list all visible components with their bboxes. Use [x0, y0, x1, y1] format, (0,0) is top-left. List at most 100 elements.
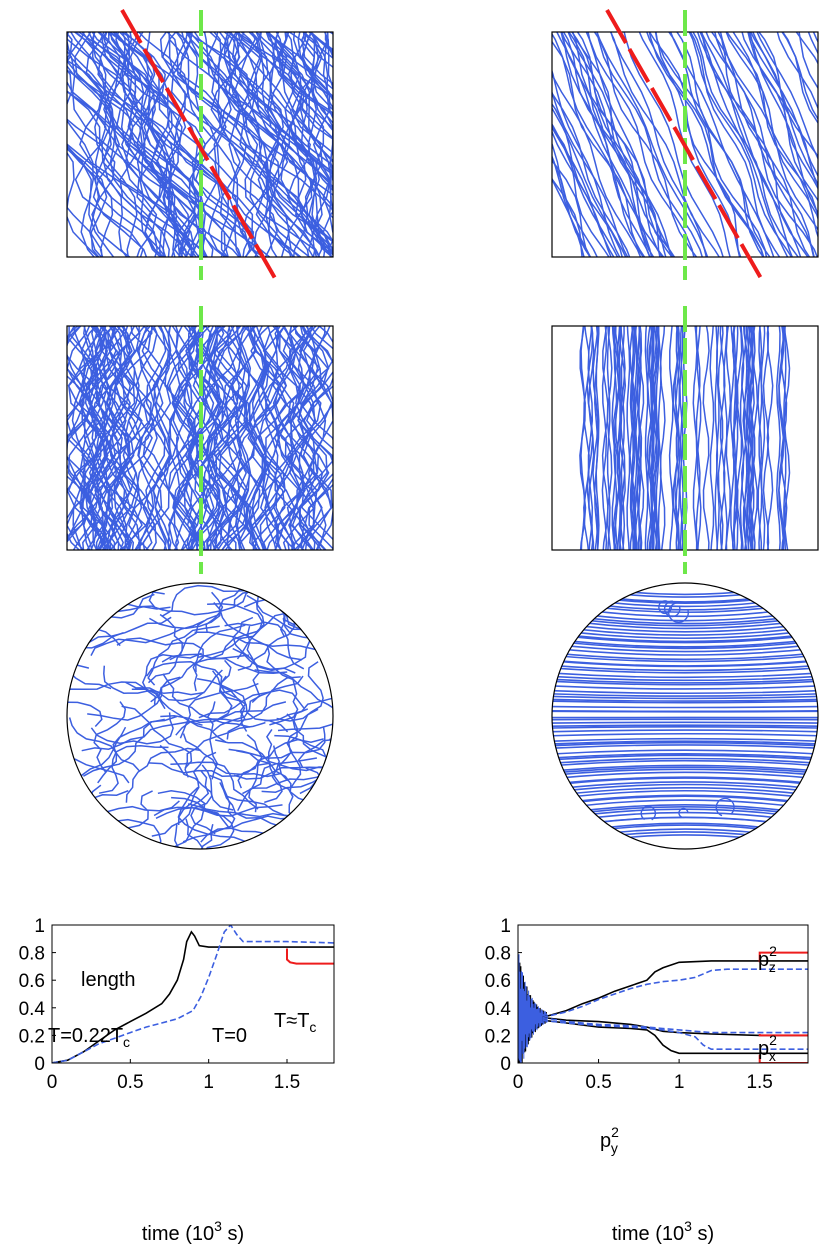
vortex-line: [67, 151, 99, 257]
vortex-line: [725, 32, 818, 221]
vortex-line: [571, 32, 664, 257]
vortex-line: [776, 32, 818, 111]
vortex-line: [205, 583, 259, 633]
chart-momentum-noise: [518, 954, 548, 1063]
vortex-loop: [640, 805, 657, 821]
x-tick-label: 1: [203, 1072, 214, 1093]
chart-momentum-ticks: 0 0.5 1 1.5 0 0.2 0.4 0.6 0.8 1: [485, 916, 773, 1093]
vortex-line: [67, 326, 94, 550]
vortex-line: [552, 771, 818, 780]
vortex-line: [736, 326, 743, 550]
vortex-line: [307, 326, 327, 550]
y-tick-label: 1: [34, 916, 45, 937]
vortex-line: [207, 326, 232, 550]
vortex-line: [217, 32, 292, 257]
vortex-line: [717, 326, 724, 550]
vortex-line: [190, 764, 216, 835]
vortex-line: [131, 688, 227, 744]
vortex-line: [823, 22, 830, 267]
vortex-line: [346, 22, 471, 267]
vortex-line: [162, 673, 250, 728]
vortex-line: [611, 326, 617, 550]
vortex-line: [668, 326, 674, 550]
vortex-line: [255, 32, 333, 163]
vortex-line: [127, 326, 164, 550]
vortex-line: [309, 32, 333, 132]
vortex-line: [610, 32, 708, 257]
vortex-line: [67, 640, 90, 669]
vortex-line: [197, 607, 300, 659]
vortex-line: [601, 326, 608, 550]
vortex-line: [552, 102, 623, 257]
vortex-line: [552, 776, 818, 786]
vortex-line: [318, 784, 333, 814]
vortex-line: [246, 625, 261, 704]
vortex-line: [67, 32, 148, 257]
vortex-line: [552, 757, 818, 765]
vortex-line: [225, 795, 333, 826]
vortex-line: [689, 32, 781, 257]
vortex-line: [322, 32, 333, 102]
vortex-line: [552, 721, 818, 724]
vortex-line: [552, 732, 818, 737]
vortex-line: [552, 695, 818, 700]
vortex-line: [595, 326, 600, 550]
vortex-line: [234, 32, 333, 173]
vortex-line: [552, 766, 818, 775]
vortex-line: [288, 326, 324, 550]
vortex-line: [67, 326, 108, 550]
vortex-line: [552, 740, 818, 745]
panel-disc-right: [551, 582, 819, 850]
vortex-line: [68, 717, 118, 784]
vortex-line: [101, 326, 143, 550]
vortex-line: [159, 744, 234, 811]
annotation-solid-label: T=0.22Tc: [48, 1025, 130, 1050]
vortex-line: [235, 32, 313, 257]
vortex-line: [116, 637, 204, 673]
vortex-line: [286, 713, 302, 790]
vortex-line: [67, 32, 193, 257]
vortex-line: [192, 624, 246, 692]
y-tick-label: 0.6: [19, 971, 45, 992]
vortex-line: [333, 22, 437, 267]
vortex-line: [303, 326, 333, 550]
vortex-line: [552, 700, 818, 704]
vortex-line: [67, 90, 165, 257]
vortex-line: [552, 628, 818, 640]
vortex-line: [327, 593, 333, 662]
vortex-line: [67, 726, 130, 784]
vortex-line: [552, 768, 818, 777]
vortex-line: [282, 586, 326, 640]
vortex-line: [552, 666, 818, 674]
vortex-line: [609, 32, 721, 257]
vortex-line: [757, 326, 763, 550]
vortex-line: [329, 776, 333, 810]
vortex-line: [291, 326, 330, 550]
vortex-line: [323, 583, 333, 613]
vortex-line: [688, 32, 793, 257]
vortex-line: [705, 32, 815, 257]
vortex-line: [633, 326, 638, 550]
vortex-line: [154, 326, 172, 550]
x-tick-label: 0: [47, 1072, 58, 1093]
series-line-solid-py: [542, 1019, 808, 1055]
vortex-line: [169, 591, 224, 661]
vortex-line: [596, 32, 709, 257]
vortex-line: [626, 326, 631, 550]
vortex-line: [612, 326, 621, 550]
vortex-line: [748, 326, 755, 550]
vortex-line: [105, 326, 131, 550]
vortex-line: [91, 326, 124, 550]
chart-momentum: 0 0.5 1 1.5 0 0.2 0.4 0.6 0.8 1 p2 z p2 x p2 y time …: [485, 916, 809, 1245]
vortex-line: [211, 670, 289, 733]
vortex-line: [194, 631, 327, 653]
vortex-line: [659, 326, 666, 550]
vortex-line: [699, 32, 789, 257]
vortex-line: [710, 32, 811, 257]
vortex-line: [227, 32, 333, 190]
vortex-line: [237, 734, 263, 812]
vortex-line: [262, 326, 301, 550]
vortex-line: [155, 804, 283, 819]
vortex-line: [67, 326, 100, 550]
vortex-line: [638, 326, 642, 550]
